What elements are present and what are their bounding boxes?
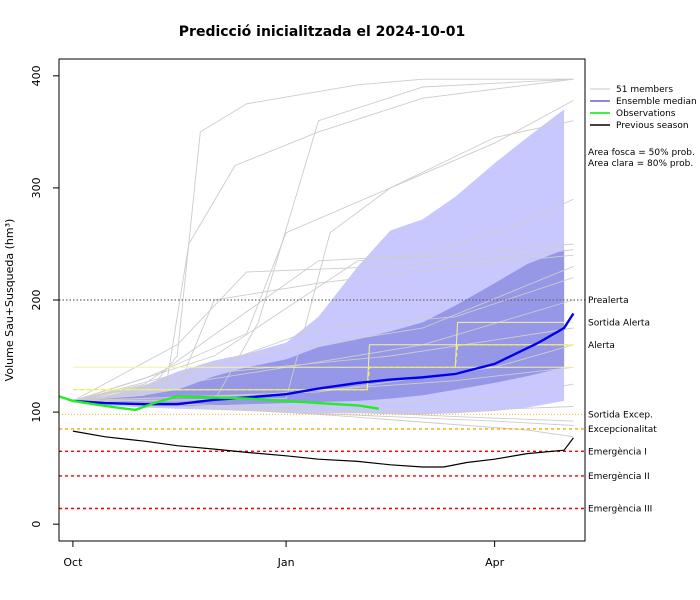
x-axis: Oct Jan Apr (63, 541, 505, 569)
threshold-labels: Prealerta Sortida Alerta Alerta Sortida Exc… (588, 296, 657, 514)
x-tick-label-3: Apr (485, 556, 505, 569)
legend-note-2: Area clara = 80% prob. (588, 159, 693, 169)
threshold-label-7: Emergència II (588, 471, 650, 482)
ensemble-members (72, 78, 574, 438)
y-tick-label-2: 100 (30, 402, 43, 423)
y-tick-label-5: 400 (30, 65, 43, 86)
y-axis: 0 100 200 300 400 (30, 65, 59, 528)
member-line-14 (72, 366, 574, 402)
threshold-lines (59, 299, 585, 510)
probability-bands (72, 109, 565, 415)
threshold-label-4: Sortida Excep. (588, 410, 653, 420)
observations-line (58, 395, 379, 412)
member-line-8 (72, 249, 574, 402)
member-line-6 (72, 198, 574, 402)
y-axis-label: Volume Sau+Susqueda (hm³) (3, 219, 16, 382)
member-line-18 (72, 400, 574, 438)
legend-label-2: Ensemble median (616, 97, 697, 107)
legend-label-3: Observations (616, 109, 676, 119)
threshold-label-5: Excepcionalitat (588, 425, 657, 435)
legend-label-1: 51 members (616, 85, 673, 95)
member-line-10 (72, 277, 574, 402)
yellow-light-line-3 (454, 321, 574, 368)
ensemble-median-line (72, 312, 575, 406)
legend-label-4: Previous season (616, 121, 689, 131)
chart-title: Predicció inicialitzada el 2024-10-01 (179, 24, 465, 40)
previous-season-line (72, 430, 574, 468)
y-tick-label-3: 200 (30, 290, 43, 311)
threshold-label-3: Alerta (588, 341, 615, 351)
member-line-12 (72, 327, 574, 402)
member-line-9 (72, 265, 574, 402)
member-line-7 (72, 243, 574, 402)
data-series (58, 312, 575, 468)
threshold-label-8: Emergència III (588, 503, 652, 514)
member-line-3 (72, 78, 574, 402)
x-tick-label-2: Jan (277, 556, 295, 569)
threshold-label-6: Emergència I (588, 446, 647, 457)
member-line-20 (72, 254, 574, 402)
threshold-label-1: Prealerta (588, 296, 629, 306)
threshold-label-2: Sortida Alerta (588, 318, 650, 328)
legend: 51 members Ensemble median Observations Pre… (588, 85, 697, 169)
y-tick-label-1: 0 (30, 521, 43, 528)
x-tick-label-1: Oct (63, 556, 83, 569)
legend-note-1: Area fosca = 50% prob. (588, 148, 695, 158)
y-tick-label-4: 300 (30, 177, 43, 198)
